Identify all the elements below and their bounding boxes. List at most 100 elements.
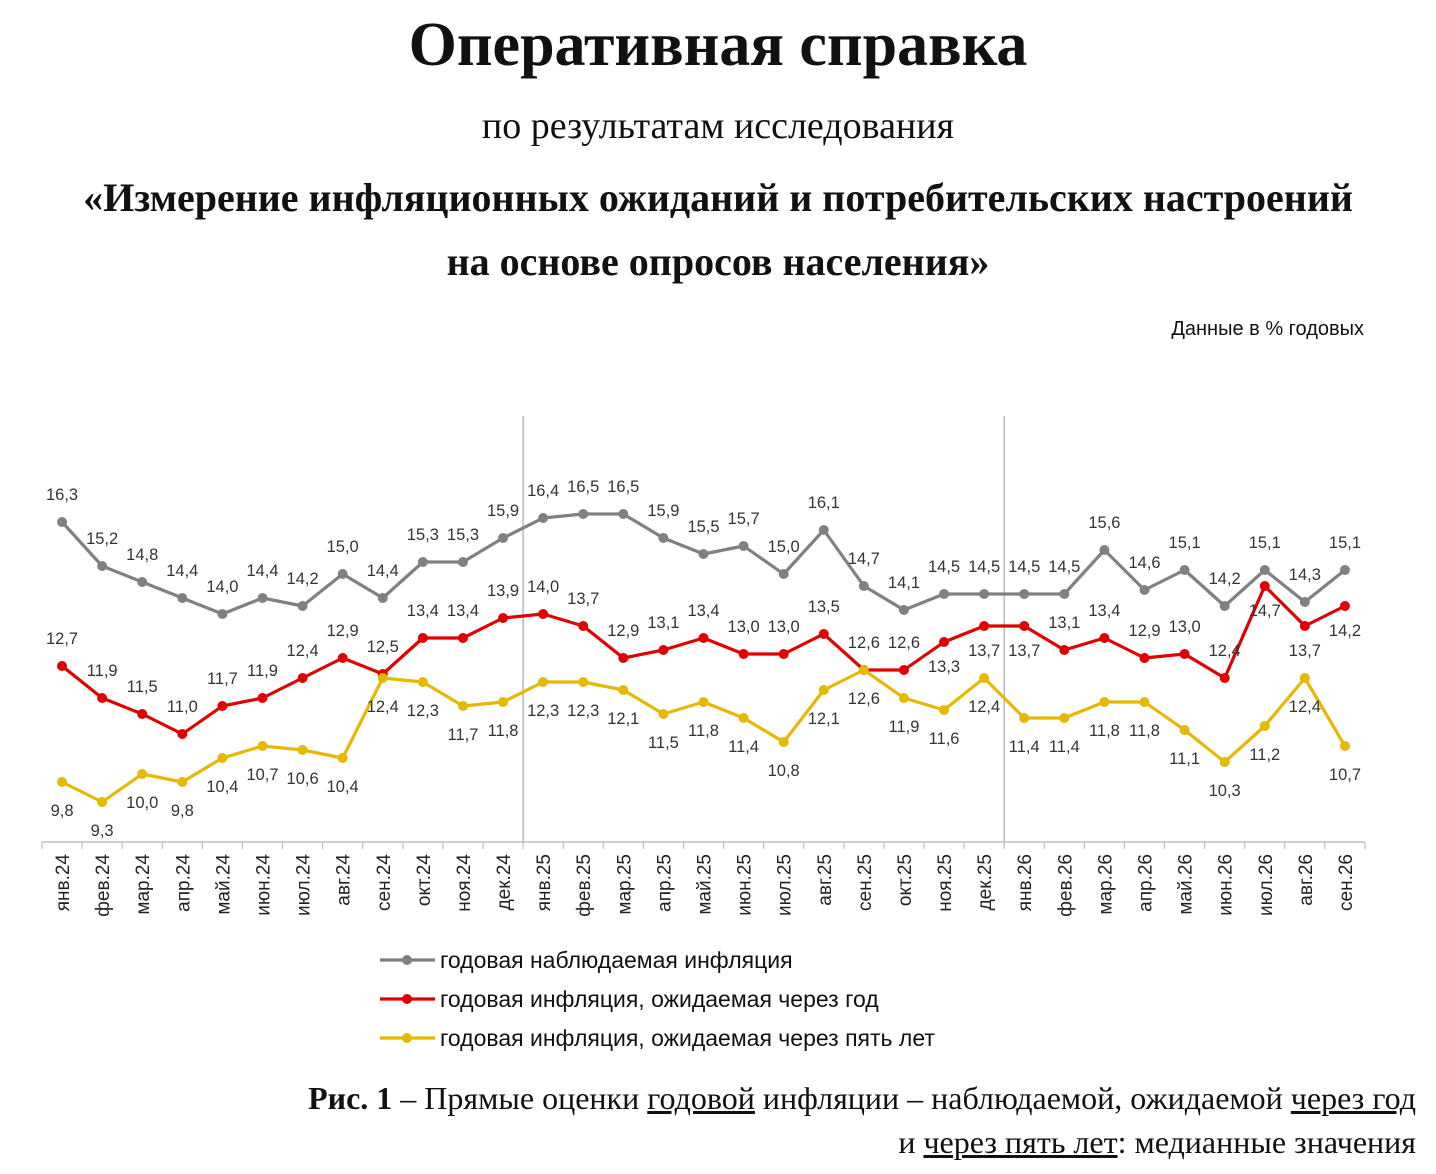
data-label: 14,6 (1128, 554, 1160, 572)
data-point (137, 709, 148, 719)
page-title: Оперативная справка (408, 11, 1028, 79)
data-point (698, 697, 709, 707)
data-label: 11,0 (167, 698, 198, 716)
data-label: 11,9 (247, 662, 278, 680)
data-point (417, 633, 428, 643)
data-label: 16,4 (527, 482, 559, 500)
data-label: 12,1 (808, 710, 840, 728)
data-label: 14,4 (246, 562, 278, 580)
data-point (57, 661, 68, 671)
caption-underlined-1: годовой (647, 1080, 755, 1116)
figure-caption: Рис. 1 – Прямые оценки годовой инфляции … (76, 1076, 1416, 1164)
data-point (858, 665, 869, 675)
data-point (738, 541, 749, 551)
x-tick-label: авг.25 (815, 854, 836, 906)
data-label: 11,1 (1169, 750, 1200, 768)
data-label: 12,7 (46, 630, 78, 648)
data-label: 15,0 (327, 538, 359, 556)
data-label: 12,9 (327, 622, 359, 640)
x-tick-label: янв.24 (53, 854, 74, 912)
x-tick-label: янв.25 (534, 854, 555, 911)
data-point (137, 769, 148, 779)
data-point (818, 629, 829, 639)
data-label: 14,5 (968, 558, 1000, 576)
data-label: 12,4 (287, 642, 319, 660)
data-point (377, 593, 388, 603)
x-tick-label: ноя.25 (935, 854, 956, 912)
data-point (538, 677, 549, 687)
data-label: 9,8 (171, 802, 194, 820)
data-point (538, 609, 549, 619)
data-point (738, 713, 749, 723)
x-tick-label: сен.24 (374, 854, 395, 911)
data-label: 15,3 (447, 526, 479, 544)
data-point (1059, 645, 1070, 655)
data-label: 12,4 (968, 698, 1000, 716)
data-point (979, 621, 990, 631)
data-point (578, 621, 589, 631)
data-label: 11,8 (688, 722, 719, 740)
data-label: 10,7 (1329, 766, 1361, 784)
data-point (457, 701, 468, 711)
data-point (1259, 565, 1270, 575)
x-tick-label: июн.24 (254, 854, 275, 916)
data-point (1219, 601, 1230, 611)
x-tick-label: май.24 (213, 854, 234, 915)
x-tick-label: окт.25 (895, 854, 916, 906)
data-label: 11,5 (648, 734, 679, 752)
data-label: 13,4 (447, 602, 479, 620)
x-tick-label: мар.25 (614, 854, 635, 915)
data-label: 12,5 (367, 638, 399, 656)
x-tick-label: июн.26 (1216, 854, 1237, 916)
data-point (939, 637, 950, 647)
data-point (698, 549, 709, 559)
data-point (337, 569, 348, 579)
x-tick-label: апр.24 (173, 854, 194, 912)
data-label: 12,3 (527, 702, 559, 720)
data-point (898, 605, 909, 615)
caption-text-3: и (898, 1124, 924, 1160)
data-label: 13,4 (687, 602, 719, 620)
data-point (1339, 565, 1350, 575)
data-point (818, 525, 829, 535)
data-point (177, 777, 188, 787)
data-point (1019, 589, 1030, 599)
data-point (417, 557, 428, 567)
data-label: 14,2 (287, 570, 319, 588)
data-point (1219, 757, 1230, 767)
data-point (377, 673, 388, 683)
data-label: 11,9 (87, 662, 118, 680)
data-point (297, 601, 308, 611)
data-label: 15,3 (407, 526, 439, 544)
data-point (1259, 581, 1270, 591)
data-point (1019, 713, 1030, 723)
data-label: 10,8 (768, 762, 800, 780)
data-label: 15,5 (687, 518, 719, 536)
study-title-line-1: «Измерение инфляционных ожиданий и потре… (83, 175, 1353, 220)
data-label: 13,5 (808, 598, 840, 616)
data-label: 16,1 (808, 494, 840, 512)
x-tick-label: июл.24 (294, 854, 315, 916)
data-point (257, 741, 268, 751)
data-label: 13,7 (968, 642, 1000, 660)
data-point (297, 745, 308, 755)
data-label: 11,4 (1009, 738, 1040, 756)
data-point (939, 705, 950, 715)
data-label: 11,2 (1249, 746, 1280, 764)
data-label: 14,5 (1048, 558, 1080, 576)
data-label: 14,7 (1249, 602, 1281, 620)
x-tick-label: мар.26 (1095, 854, 1116, 915)
data-point (1339, 741, 1350, 751)
data-point (1299, 621, 1310, 631)
data-point (778, 649, 789, 659)
data-point (457, 633, 468, 643)
data-label: 12,4 (1289, 698, 1321, 716)
data-point (337, 753, 348, 763)
data-point (337, 653, 348, 663)
caption-text-2: инфляции – наблюдаемой, ожидаемой (754, 1080, 1291, 1116)
data-label: 12,3 (407, 702, 439, 720)
data-label: 15,9 (487, 502, 519, 520)
data-label: 12,6 (848, 634, 880, 652)
data-label: 14,0 (527, 578, 559, 596)
x-tick-label: сен.26 (1336, 854, 1357, 911)
